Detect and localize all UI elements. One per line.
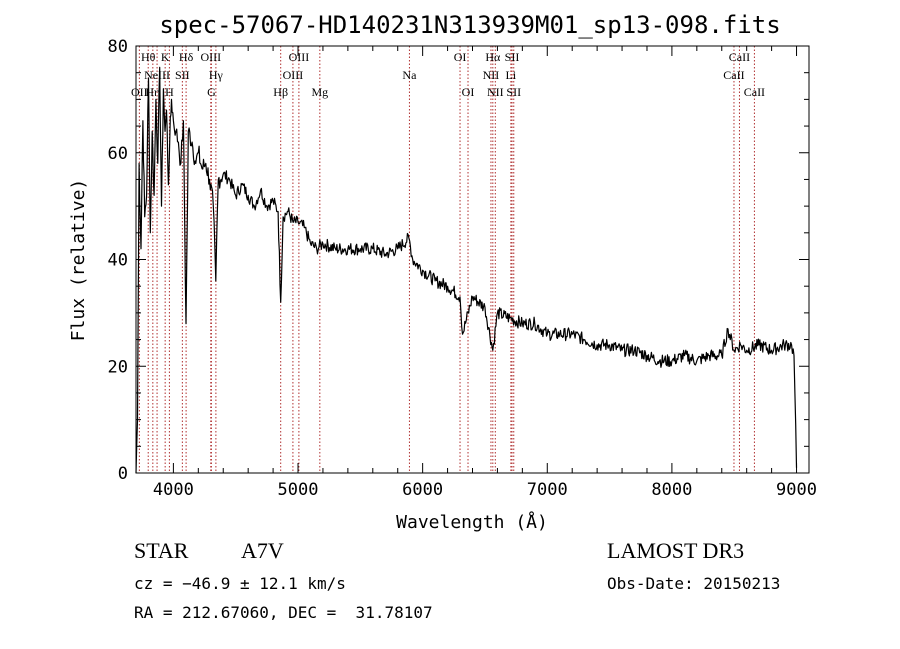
spectral-line-markers — [138, 46, 755, 473]
line-label: Hγ — [209, 68, 224, 82]
line-label: Hδ — [179, 50, 194, 64]
line-label: Hθ — [141, 50, 156, 64]
x-tick-label: 8000 — [651, 480, 692, 500]
spectrum-line — [135, 66, 798, 474]
line-label: Hβ — [273, 85, 288, 99]
line-label: SII — [506, 85, 521, 99]
y-axis-label: Flux (relative) — [68, 179, 89, 342]
x-tick-label: 6000 — [402, 480, 443, 500]
plot-frame — [135, 45, 810, 474]
obs-date: Obs-Date: 20150213 — [607, 574, 781, 593]
y-tick-label: 0 — [118, 464, 128, 484]
x-axis-label: Wavelength (Å) — [396, 511, 548, 533]
chart-title: spec-57067-HD140231N313939M01_sp13-098.f… — [159, 11, 780, 39]
line-label: SII — [175, 68, 190, 82]
coordinates: RA = 212.67060, DEC = 31.78107 — [134, 603, 433, 622]
line-label: OIII — [289, 50, 310, 64]
line-label: NII — [487, 85, 504, 99]
line-label: CaII — [723, 68, 744, 82]
line-label: NII — [483, 68, 500, 82]
redshift-cz: cz = −46.9 ± 12.1 km/s — [134, 574, 346, 593]
y-tick-label: 40 — [108, 251, 128, 271]
x-tick-label: 7000 — [527, 480, 568, 500]
line-label: OII — [131, 85, 148, 99]
y-tick-label: 60 — [108, 144, 128, 164]
line-label: Li — [506, 68, 517, 82]
line-label: Hα — [485, 50, 501, 64]
x-tick-label: 9000 — [776, 480, 817, 500]
line-label: OI — [454, 50, 467, 64]
line-label: G — [207, 85, 216, 99]
line-label: OIII — [200, 50, 221, 64]
line-label: H — [165, 85, 174, 99]
line-label: OIII — [283, 68, 304, 82]
line-label: Na — [402, 68, 417, 82]
object-subclass: A7V — [241, 538, 284, 563]
line-label: CaII — [744, 85, 765, 99]
line-label: CaII — [729, 50, 750, 64]
survey-name: LAMOST DR3 — [607, 538, 745, 563]
y-tick-label: 80 — [108, 37, 128, 57]
line-label: Mg — [311, 85, 328, 99]
axis-tick-labels: 4000 5000 6000 7000 8000 9000 0 20 40 60 80 — [108, 37, 817, 500]
line-label: K — [161, 50, 170, 64]
line-label: NeIII — [144, 68, 170, 82]
line-label: OI — [462, 85, 475, 99]
object-class: STAR — [134, 538, 189, 563]
axis-ticks — [136, 45, 809, 474]
line-label: SII — [505, 50, 520, 64]
x-tick-label: 4000 — [153, 480, 194, 500]
x-tick-label: 5000 — [278, 480, 319, 500]
y-tick-label: 20 — [108, 357, 128, 377]
